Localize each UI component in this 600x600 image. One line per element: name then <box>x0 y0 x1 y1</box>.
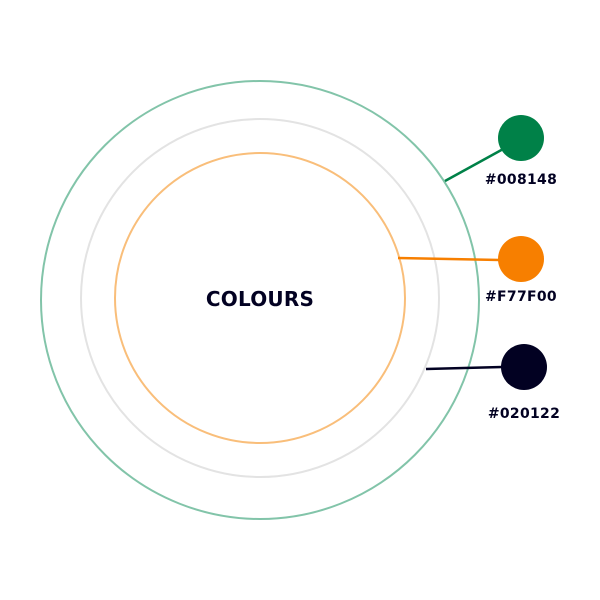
outer-ring <box>40 80 480 520</box>
diagram-title: COLOURS <box>206 287 314 311</box>
hex-label-navy: #020122 <box>488 406 560 422</box>
colour-swatch-green <box>498 115 544 161</box>
inner-ring <box>114 152 406 444</box>
connector-line-orange <box>397 256 501 262</box>
middle-ring <box>80 118 440 478</box>
colour-swatch-orange <box>498 236 544 282</box>
hex-label-green: #008148 <box>485 172 557 188</box>
colour-swatch-navy <box>501 344 547 390</box>
connector-line-green <box>444 146 506 183</box>
connector-line-navy <box>425 365 503 371</box>
hex-label-orange: #F77F00 <box>485 289 557 305</box>
